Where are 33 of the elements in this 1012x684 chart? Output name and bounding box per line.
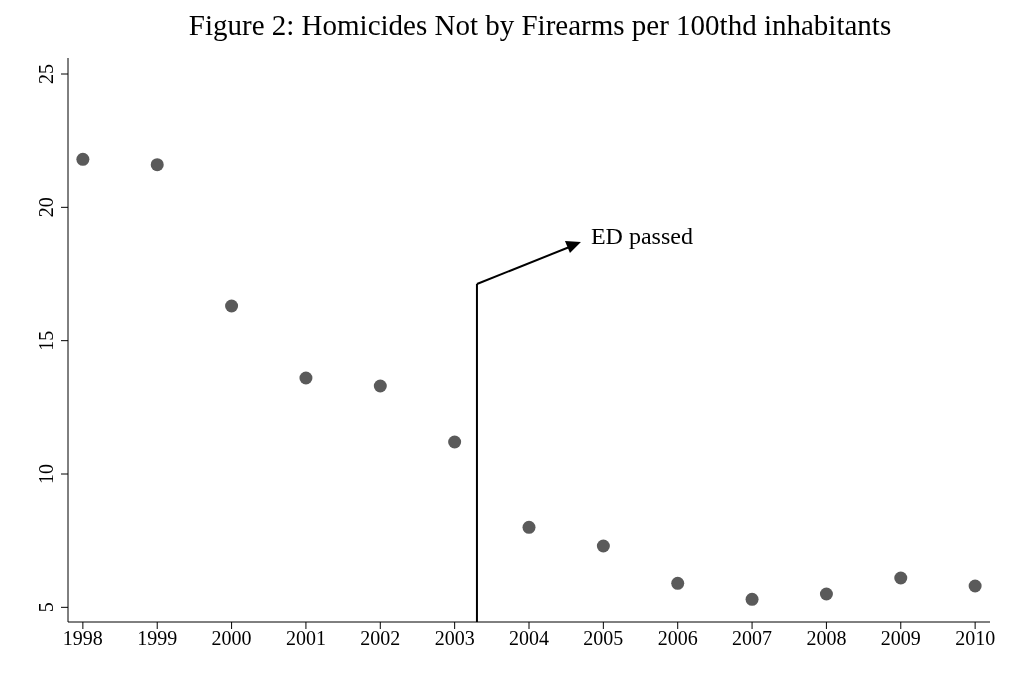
x-tick-label: 1998 <box>62 627 103 650</box>
x-tick-label: 2003 <box>434 627 475 650</box>
x-tick-label: 2002 <box>360 627 401 650</box>
x-tick-label: 2005 <box>583 627 624 650</box>
point <box>596 539 610 553</box>
x-tick-label: 2010 <box>955 627 996 650</box>
y-tick-label: 5 <box>35 602 57 613</box>
x-tick-label: 2009 <box>880 627 921 650</box>
point <box>671 576 685 590</box>
x-tick-label: 2008 <box>806 627 847 650</box>
y-tick-label: 25 <box>35 64 57 84</box>
point <box>76 152 90 166</box>
y-tick-label: 10 <box>35 464 57 484</box>
point <box>819 587 833 601</box>
point <box>522 520 536 534</box>
y-tick-label: 15 <box>35 330 57 351</box>
point <box>745 592 759 606</box>
point <box>448 435 462 449</box>
point <box>299 371 313 385</box>
x-tick-label: 1999 <box>137 627 178 650</box>
point <box>894 571 908 585</box>
point <box>225 299 239 313</box>
chart-title: Figure 2: Homicides Not by Firearms per 100thd inhabitants <box>187 8 893 42</box>
x-tick-label: 2007 <box>732 627 773 650</box>
point <box>150 158 164 172</box>
x-tick-label: 2006 <box>657 627 698 650</box>
point <box>968 579 982 593</box>
y-tick-label: 20 <box>35 197 57 218</box>
legend-label: ED passed <box>590 223 693 249</box>
point <box>373 379 387 393</box>
x-tick-label: 2004 <box>509 627 549 650</box>
x-tick-label: 2001 <box>285 627 326 650</box>
x-tick-label: 2000 <box>211 627 252 650</box>
